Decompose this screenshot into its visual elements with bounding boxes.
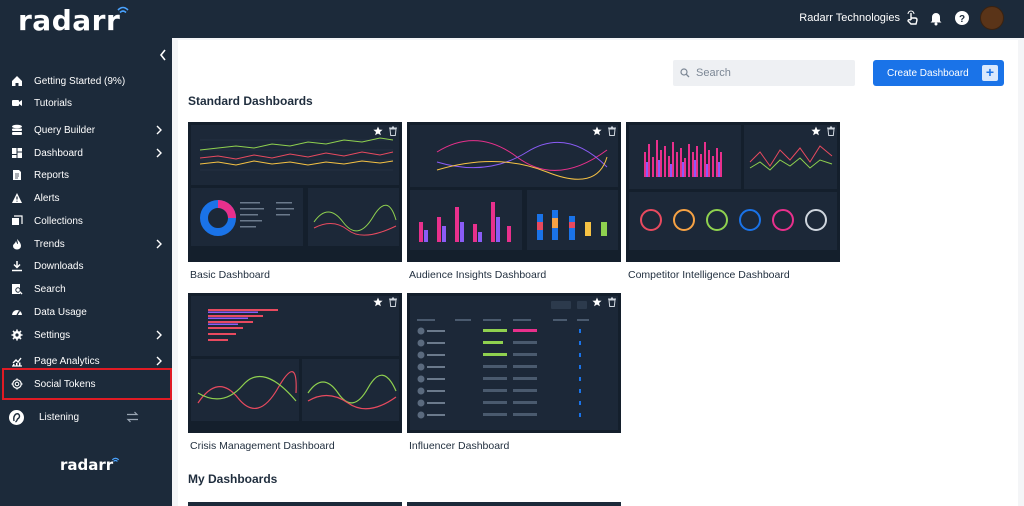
sidebar-item-getting-started[interactable]: Getting Started (9%) (0, 70, 172, 92)
download-icon (12, 261, 22, 272)
crisis-management-thumbnail (191, 296, 399, 421)
chevron-right-icon (156, 148, 162, 158)
data-usage-icon (12, 310, 22, 316)
wifi-icon (117, 6, 129, 14)
footer-logo: radarr (60, 456, 120, 474)
sidebar-item-reports[interactable]: Reports (0, 164, 172, 186)
card-label-audience-insights[interactable]: Audience Insights Dashboard (409, 269, 547, 281)
analytics-icon (12, 357, 22, 367)
sidebar: Getting Started (9%) Tutorials Query Bui… (0, 38, 172, 506)
card-tools (373, 297, 398, 307)
search-icon (12, 284, 23, 295)
sidebar-item-settings[interactable]: Settings (0, 324, 172, 346)
chevron-right-icon (156, 330, 162, 340)
create-dashboard-button[interactable]: Create Dashboard + (873, 60, 1004, 86)
basic-dashboard-thumbnail (191, 125, 399, 246)
help-icon[interactable]: ? (954, 10, 970, 26)
my-dashboard-card[interactable] (188, 502, 402, 506)
listening-toggle[interactable]: Listening (8, 406, 168, 428)
trash-icon[interactable] (607, 297, 617, 307)
avatar[interactable] (980, 6, 1004, 30)
trends-icon (13, 239, 21, 250)
main-area: Search Create Dashboard + Standard Dashb… (172, 38, 1024, 506)
influencer-thumbnail (410, 296, 618, 430)
star-icon[interactable] (592, 297, 602, 307)
dashboards-panel: Search Create Dashboard + Standard Dashb… (178, 40, 1018, 506)
app-logo[interactable]: radarr (18, 4, 129, 37)
sidebar-item-tutorials[interactable]: Tutorials (0, 92, 172, 114)
dashboard-card-crisis-management[interactable] (188, 293, 402, 433)
sidebar-item-query-builder[interactable]: Query Builder (0, 119, 172, 141)
home-icon (12, 76, 22, 86)
sidebar-item-page-analytics[interactable]: Page Analytics (0, 350, 172, 372)
database-icon (12, 124, 22, 135)
sidebar-item-alerts[interactable]: Alerts (0, 187, 172, 209)
search-icon (680, 68, 690, 78)
audience-insights-thumbnail (410, 125, 618, 250)
trash-icon[interactable] (388, 297, 398, 307)
dashboard-card-competitor-intelligence[interactable] (626, 122, 840, 262)
card-tools (811, 126, 836, 136)
dashboard-icon (12, 148, 22, 158)
star-icon[interactable] (373, 297, 383, 307)
star-icon[interactable] (592, 126, 602, 136)
sidebar-item-social-tokens[interactable]: Social Tokens (0, 373, 172, 395)
collapse-sidebar-icon[interactable] (158, 48, 168, 62)
listening-icon (9, 409, 24, 425)
sidebar-item-dashboard[interactable]: Dashboard (0, 142, 172, 164)
chevron-right-icon (156, 356, 162, 366)
chevron-right-icon (156, 239, 162, 249)
gear-icon (11, 378, 23, 390)
sidebar-item-search[interactable]: Search (0, 278, 172, 300)
card-label-influencer[interactable]: Influencer Dashboard (409, 440, 510, 452)
social-tokens-highlight (2, 368, 172, 400)
dashboard-card-basic[interactable] (188, 122, 402, 262)
report-icon (13, 170, 21, 180)
dashboard-card-influencer[interactable] (407, 293, 621, 433)
svg-text:?: ? (959, 14, 965, 25)
search-input[interactable]: Search (673, 60, 855, 86)
card-label-crisis-management[interactable]: Crisis Management Dashboard (190, 440, 335, 452)
my-dashboard-card[interactable] (407, 502, 621, 506)
sidebar-item-collections[interactable]: Collections (0, 210, 172, 232)
collections-icon (12, 215, 23, 225)
trash-icon[interactable] (607, 126, 617, 136)
my-dashboards-title: My Dashboards (188, 472, 278, 486)
trash-icon[interactable] (388, 126, 398, 136)
plus-icon: + (982, 65, 998, 81)
top-bar: radarr Radarr Technologies ? (0, 0, 1024, 38)
settings-icon (11, 329, 23, 341)
sidebar-item-data-usage[interactable]: Data Usage (0, 301, 172, 323)
card-tools (592, 126, 617, 136)
standard-dashboards-title: Standard Dashboards (188, 94, 313, 108)
sidebar-item-downloads[interactable]: Downloads (0, 255, 172, 277)
swap-icon[interactable] (126, 411, 139, 423)
chevron-right-icon (156, 125, 162, 135)
company-name[interactable]: Radarr Technologies (799, 12, 900, 24)
bell-icon[interactable] (928, 10, 944, 26)
card-tools (592, 297, 617, 307)
wifi-icon (112, 457, 120, 462)
star-icon[interactable] (373, 126, 383, 136)
dashboard-card-audience-insights[interactable] (407, 122, 621, 262)
star-icon[interactable] (811, 126, 821, 136)
tap-icon[interactable] (904, 10, 920, 26)
card-label-competitor-intelligence[interactable]: Competitor Intelligence Dashboard (628, 269, 790, 281)
card-tools (373, 126, 398, 136)
competitor-intelligence-thumbnail (629, 125, 837, 250)
video-icon (12, 100, 22, 106)
sidebar-item-trends[interactable]: Trends (0, 233, 172, 255)
card-label-basic[interactable]: Basic Dashboard (190, 269, 270, 281)
trash-icon[interactable] (826, 126, 836, 136)
alert-icon (12, 193, 22, 203)
